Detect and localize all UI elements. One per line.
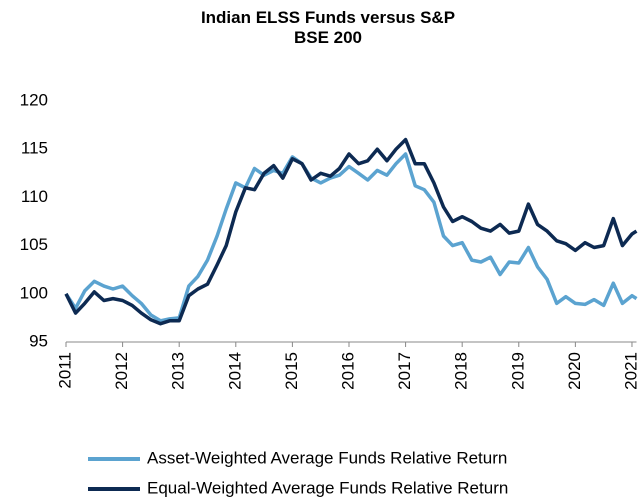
x-tick-label: 2013 — [169, 352, 188, 390]
x-tick-label: 2011 — [55, 352, 74, 389]
y-tick-label: 95 — [29, 331, 48, 350]
y-tick-label: 115 — [21, 139, 48, 158]
x-tick-label: 2014 — [225, 352, 244, 390]
x-tick-label: 2018 — [452, 352, 471, 390]
legend-label: Asset-Weighted Average Funds Relative Re… — [147, 448, 507, 467]
x-tick-label: 2019 — [508, 352, 527, 390]
y-tick-label: 120 — [20, 90, 48, 109]
series-line — [64, 137, 638, 326]
chart-title: Indian ELSS Funds versus S&P BSE 200 — [200, 8, 456, 47]
x-tick-label: 2015 — [282, 352, 301, 390]
x-tick-label: 2016 — [338, 352, 357, 390]
y-tick-label: 110 — [21, 187, 48, 206]
y-tick-label: 105 — [20, 235, 48, 254]
y-tick-label: 100 — [20, 283, 48, 302]
x-tick-label: 2012 — [112, 352, 131, 390]
x-tick-label: 2021 — [621, 352, 640, 390]
x-tick-label: 2020 — [565, 352, 584, 390]
series-line — [64, 152, 638, 323]
legend-label: Equal-Weighted Average Funds Relative Re… — [147, 478, 508, 497]
x-tick-label: 2017 — [395, 352, 414, 390]
